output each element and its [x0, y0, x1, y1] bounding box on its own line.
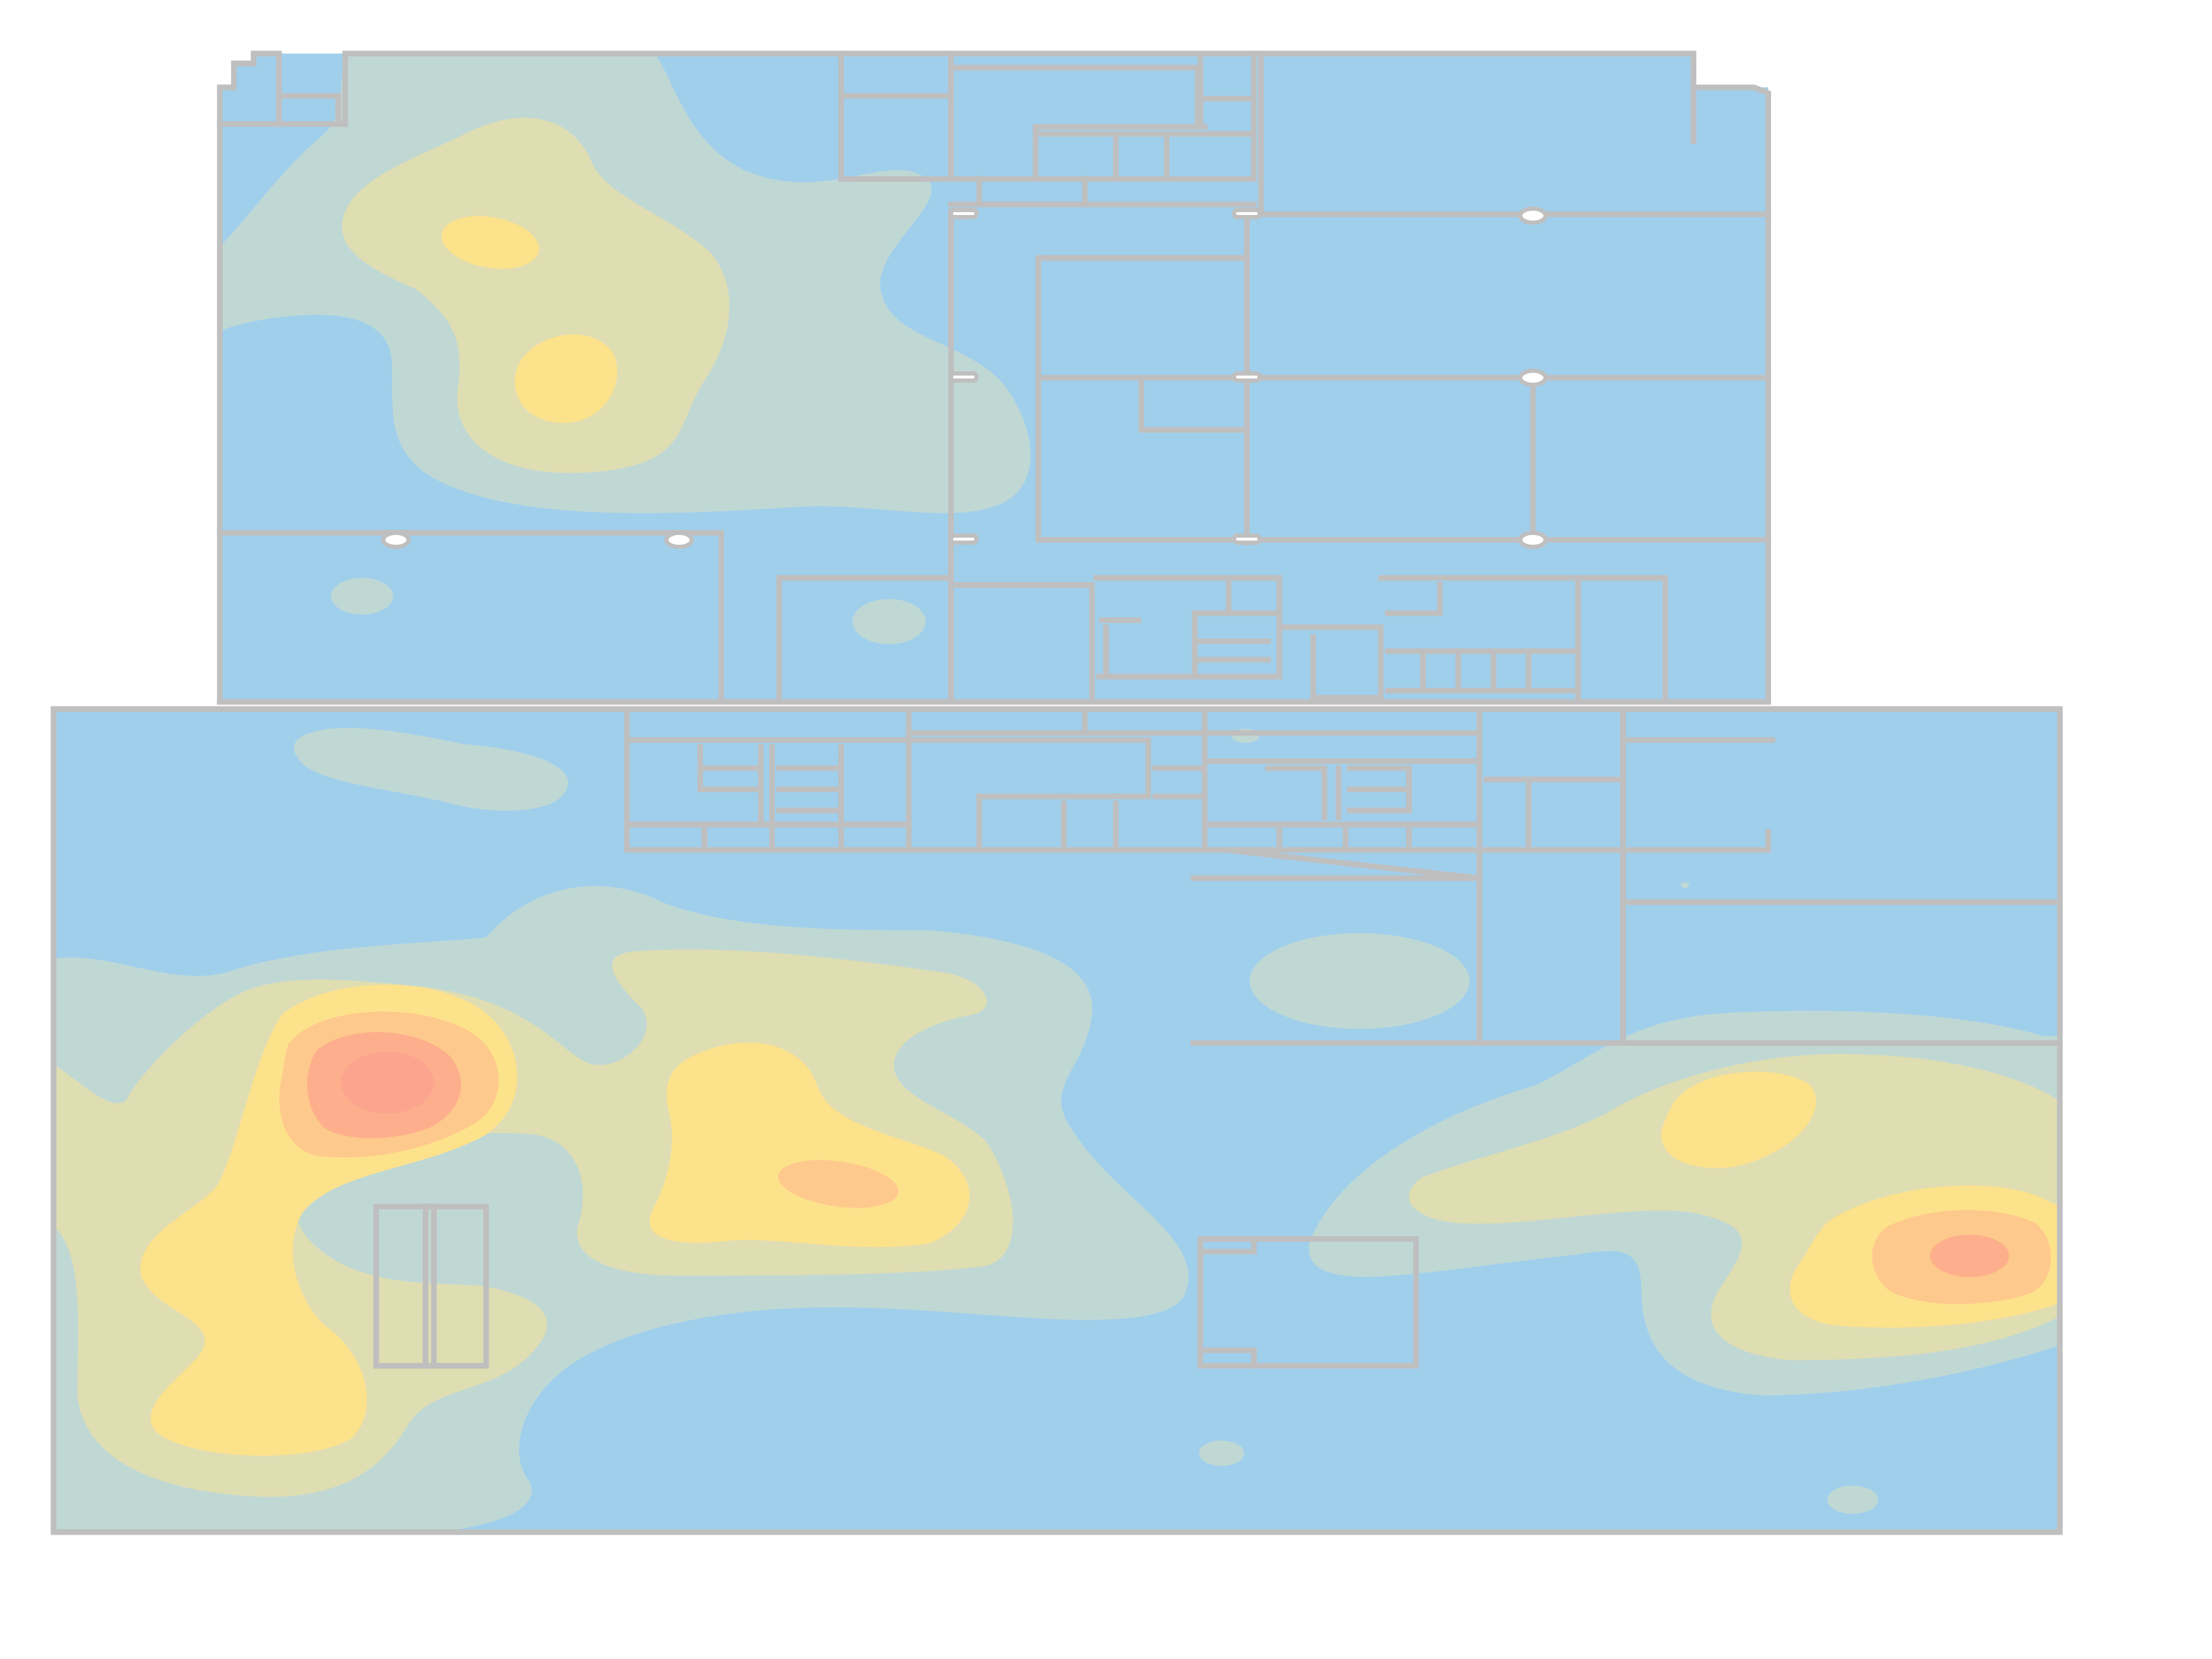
heat-spot-middle	[1249, 932, 1470, 1029]
upper-inner-room	[1035, 255, 1250, 543]
door-marker	[948, 371, 979, 383]
door-marker	[948, 207, 979, 220]
lower-panel-divider	[422, 1203, 437, 1369]
heat-spot-upper-2	[852, 599, 926, 644]
heat-spot-lower-1	[1199, 1440, 1244, 1466]
door-marker	[1232, 207, 1262, 220]
heat-contours	[53, 53, 2057, 1533]
door-marker	[1232, 371, 1262, 383]
door-marker	[1518, 530, 1548, 550]
walls	[50, 50, 2063, 1535]
upper-building-outline	[216, 50, 1772, 705]
lower-building-outline	[50, 706, 2063, 1535]
door-marker	[948, 533, 979, 545]
heat-spot-lower-2	[1827, 1485, 1878, 1514]
lower-middle-room-inner	[1201, 1236, 1257, 1369]
upper-left-notch	[216, 93, 341, 127]
lower-middle-room	[1197, 1236, 1419, 1369]
door-marker	[1518, 368, 1548, 387]
door-marker	[1232, 533, 1262, 545]
heat-contour-lower-topleft	[294, 728, 568, 811]
lower-top-rooms-left	[624, 709, 1208, 853]
upper-bottom-rooms	[776, 574, 1669, 705]
door-marker	[381, 530, 411, 550]
upper-top-room-2	[952, 50, 1257, 182]
lower-top-rooms-right	[1190, 709, 2063, 1046]
door-marker	[664, 530, 694, 550]
heat-contour-upper-hotspot-a	[441, 216, 539, 269]
heat-contour-lower-right-peak	[1930, 1235, 2009, 1277]
heat-contour-upper-level2	[341, 118, 730, 474]
door-marker	[1518, 206, 1548, 225]
heat-contour-lower-center-peak	[778, 1160, 899, 1208]
heat-contour-upper-hotspot-b	[514, 334, 617, 423]
heat-contour-lower-right-top-level3	[1661, 1071, 1817, 1168]
heat-contour-lower-left-peak	[341, 1051, 434, 1114]
heat-spot-lower-3	[1680, 882, 1689, 888]
door-markers	[381, 206, 1548, 550]
upper-top-room-1	[838, 50, 1257, 182]
heat-spot-upper-1	[330, 578, 393, 615]
